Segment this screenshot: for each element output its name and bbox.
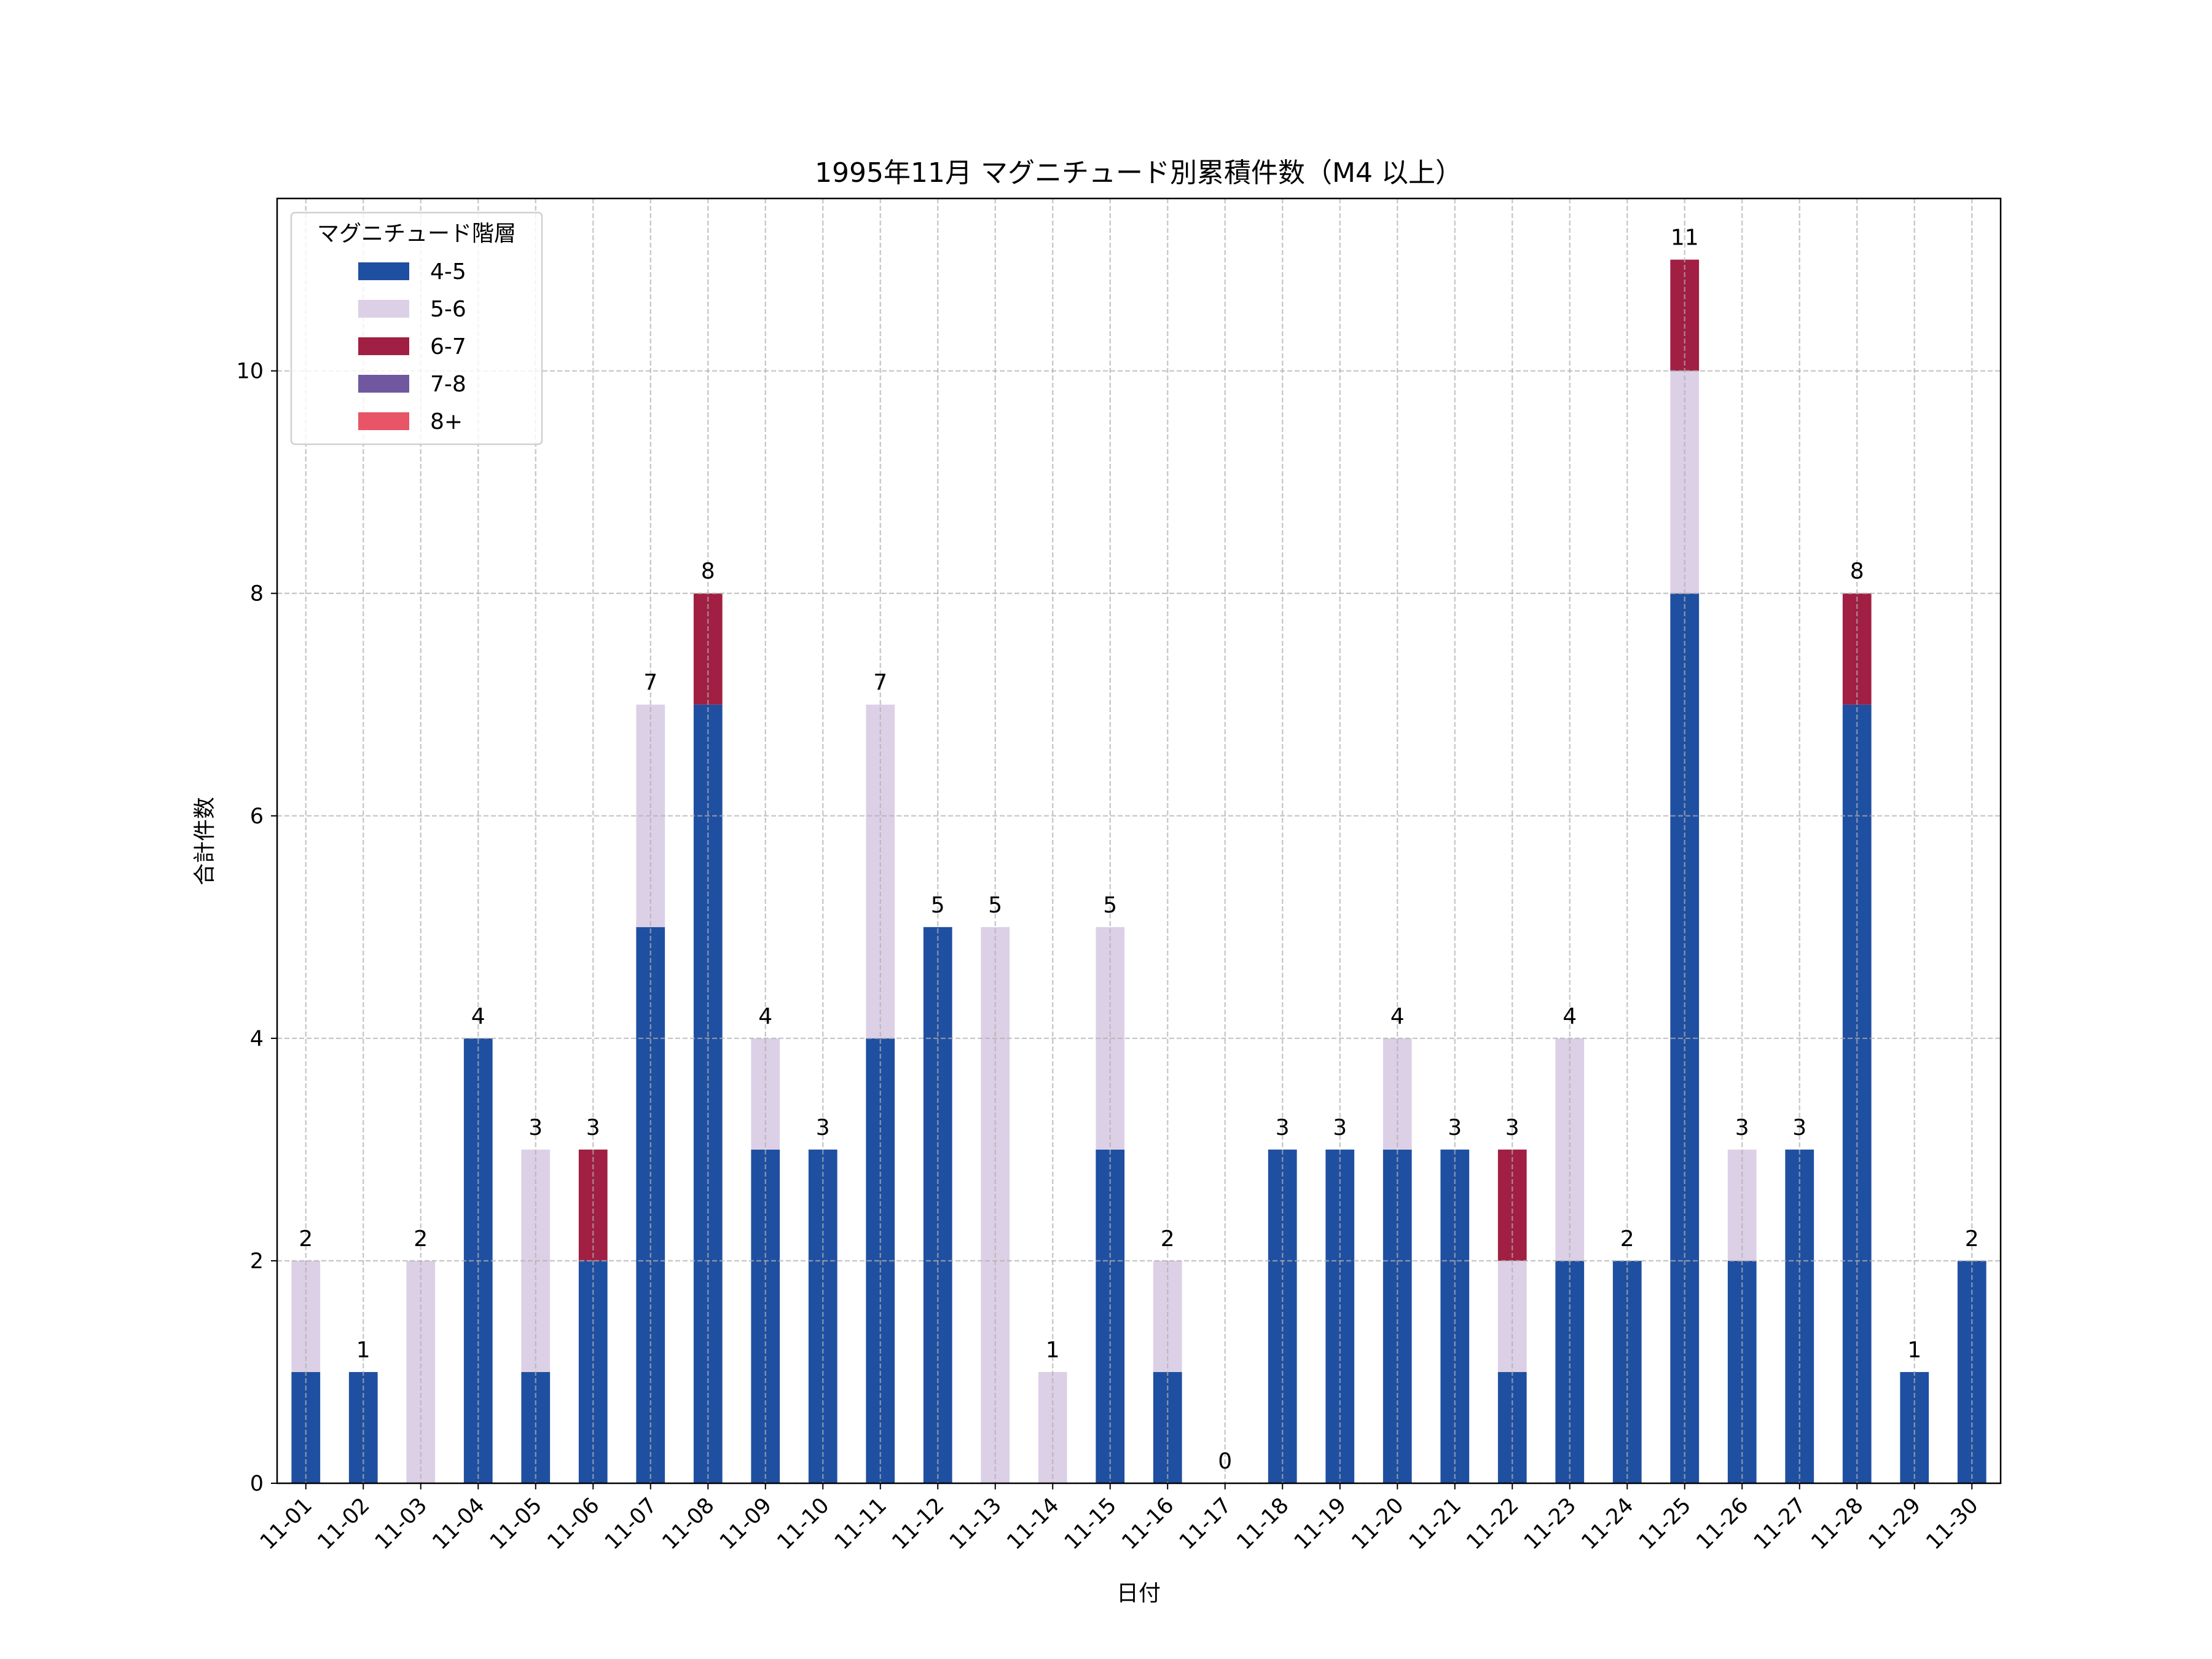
x-tick-label: 11-09 [715,1493,777,1555]
bar-total-label: 3 [1505,1115,1520,1140]
x-tick-label: 11-08 [657,1493,719,1555]
x-tick-label: 11-25 [1634,1493,1696,1555]
bar-total-label: 2 [414,1226,428,1252]
legend-box [290,211,543,445]
legend-swatch-4-5 [358,262,409,280]
x-tick-label: 11-21 [1405,1493,1466,1555]
bar-total-label: 11 [1671,226,1699,251]
bar-total-label: 3 [1735,1115,1749,1140]
bar-total-label: 1 [1907,1338,1921,1363]
x-tick-label: 11-26 [1692,1493,1753,1555]
x-tick-label: 11-15 [1060,1493,1121,1555]
x-tick-label: 11-22 [1462,1493,1523,1555]
legend-label: 4-5 [430,259,466,284]
bar-segment-4-5 [1900,1371,1929,1483]
legend-label: 8+ [430,409,463,434]
x-tick-label: 11-13 [945,1493,1006,1555]
bar-segment-4-5 [291,1371,321,1483]
bar-total-label: 0 [1218,1449,1232,1474]
legend-swatch-6-7 [358,337,409,355]
x-tick-label: 11-17 [1175,1493,1236,1555]
bar-total-label: 3 [816,1115,830,1140]
x-tick-label: 11-04 [428,1493,489,1555]
x-tick-label: 11-18 [1232,1493,1293,1555]
x-tick-label: 11-30 [1921,1493,1983,1555]
x-tick-label: 11-07 [600,1493,662,1555]
x-tick-label: 11-01 [256,1493,317,1555]
y-tick-label: 4 [250,1027,264,1051]
x-tick-label: 11-23 [1520,1493,1581,1555]
bar-total-label: 8 [701,559,715,584]
bar-total-label: 3 [528,1115,543,1140]
x-tick-label: 11-14 [1002,1493,1064,1555]
x-tick-label: 11-16 [1117,1493,1179,1555]
x-tick-label: 11-24 [1577,1493,1638,1555]
bar-total-label: 2 [1620,1226,1634,1252]
bar-segment-6-7 [1670,259,1700,371]
bar-total-label: 2 [299,1226,313,1252]
bar-total-label: 4 [1390,1004,1405,1029]
y-tick-label: 8 [250,582,264,606]
legend-label: 6-7 [430,334,466,359]
bar-segment-4-5 [1153,1371,1182,1483]
x-tick-label: 11-05 [485,1493,547,1555]
bar-total-label: 5 [1103,893,1117,918]
y-tick-label: 6 [250,804,264,829]
bar-total-label: 2 [1161,1226,1175,1252]
bar-total-label: 8 [1850,559,1864,584]
bar-total-label: 4 [471,1004,485,1029]
bar-total-label: 2 [1965,1226,1979,1252]
bar-segment-4-5 [348,1371,378,1483]
x-tick-label: 11-11 [830,1493,892,1555]
x-tick-label: 11-10 [772,1493,834,1555]
chart-title: 1995年11月 マグニチュード別累積件数（M4 以上） [815,157,1462,189]
bar-total-label: 3 [1792,1115,1806,1140]
bar-total-label: 5 [988,893,1002,918]
bar-total-label: 1 [356,1338,371,1363]
bar-total-label: 7 [873,670,887,696]
legend-title: マグニチュード階層 [317,221,516,246]
bar-segment-4-5 [521,1371,551,1483]
legend: マグニチュード階層 4-5 5-6 6-7 7-8 8+ [290,211,543,445]
x-tick-label: 11-20 [1347,1493,1408,1555]
x-axis-label: 日付 [1116,1581,1161,1606]
bar-segment-4-5 [1497,1371,1527,1483]
x-tick-label: 11-19 [1290,1493,1351,1555]
bar-total-label: 3 [1448,1115,1462,1140]
x-tick-label: 11-03 [371,1493,432,1555]
x-tick-label: 11-02 [313,1493,374,1555]
x-tick-label: 11-28 [1806,1493,1868,1555]
y-tick-label: 0 [250,1472,264,1496]
bars-layer [291,259,1986,1484]
x-tick-label: 11-27 [1749,1493,1811,1555]
bar-total-label: 1 [1046,1338,1060,1363]
legend-swatch-8+ [358,412,409,430]
legend-swatch-7-8 [358,375,409,393]
bar-total-label: 3 [586,1115,600,1140]
x-tick-label: 11-06 [543,1493,604,1555]
bar-segment-5-6 [1038,1371,1067,1483]
bar-total-label: 4 [758,1004,772,1029]
bar-total-label: 3 [1276,1115,1290,1140]
y-tick-label: 2 [250,1249,264,1274]
x-tick-label: 11-12 [887,1493,949,1555]
bar-total-label: 3 [1333,1115,1347,1140]
y-tick-label: 10 [236,359,264,384]
legend-swatch-5-6 [358,300,409,318]
y-axis-label: 合計件数 [192,797,218,885]
x-tick-label: 11-29 [1864,1493,1926,1555]
plot-frame [276,197,2002,1484]
bar-total-label: 7 [643,670,657,696]
bar-total-label: 5 [931,893,945,918]
bar-total-label: 4 [1563,1004,1577,1029]
legend-label: 5-6 [430,297,466,322]
value-labels: 2 1 2 4 3 3 7 8 4 3 7 5 5 1 5 2 0 3 3 4 3 3 4 2 11 3 3 8 1 2 [299,226,1979,1474]
legend-label: 7-8 [430,372,466,397]
